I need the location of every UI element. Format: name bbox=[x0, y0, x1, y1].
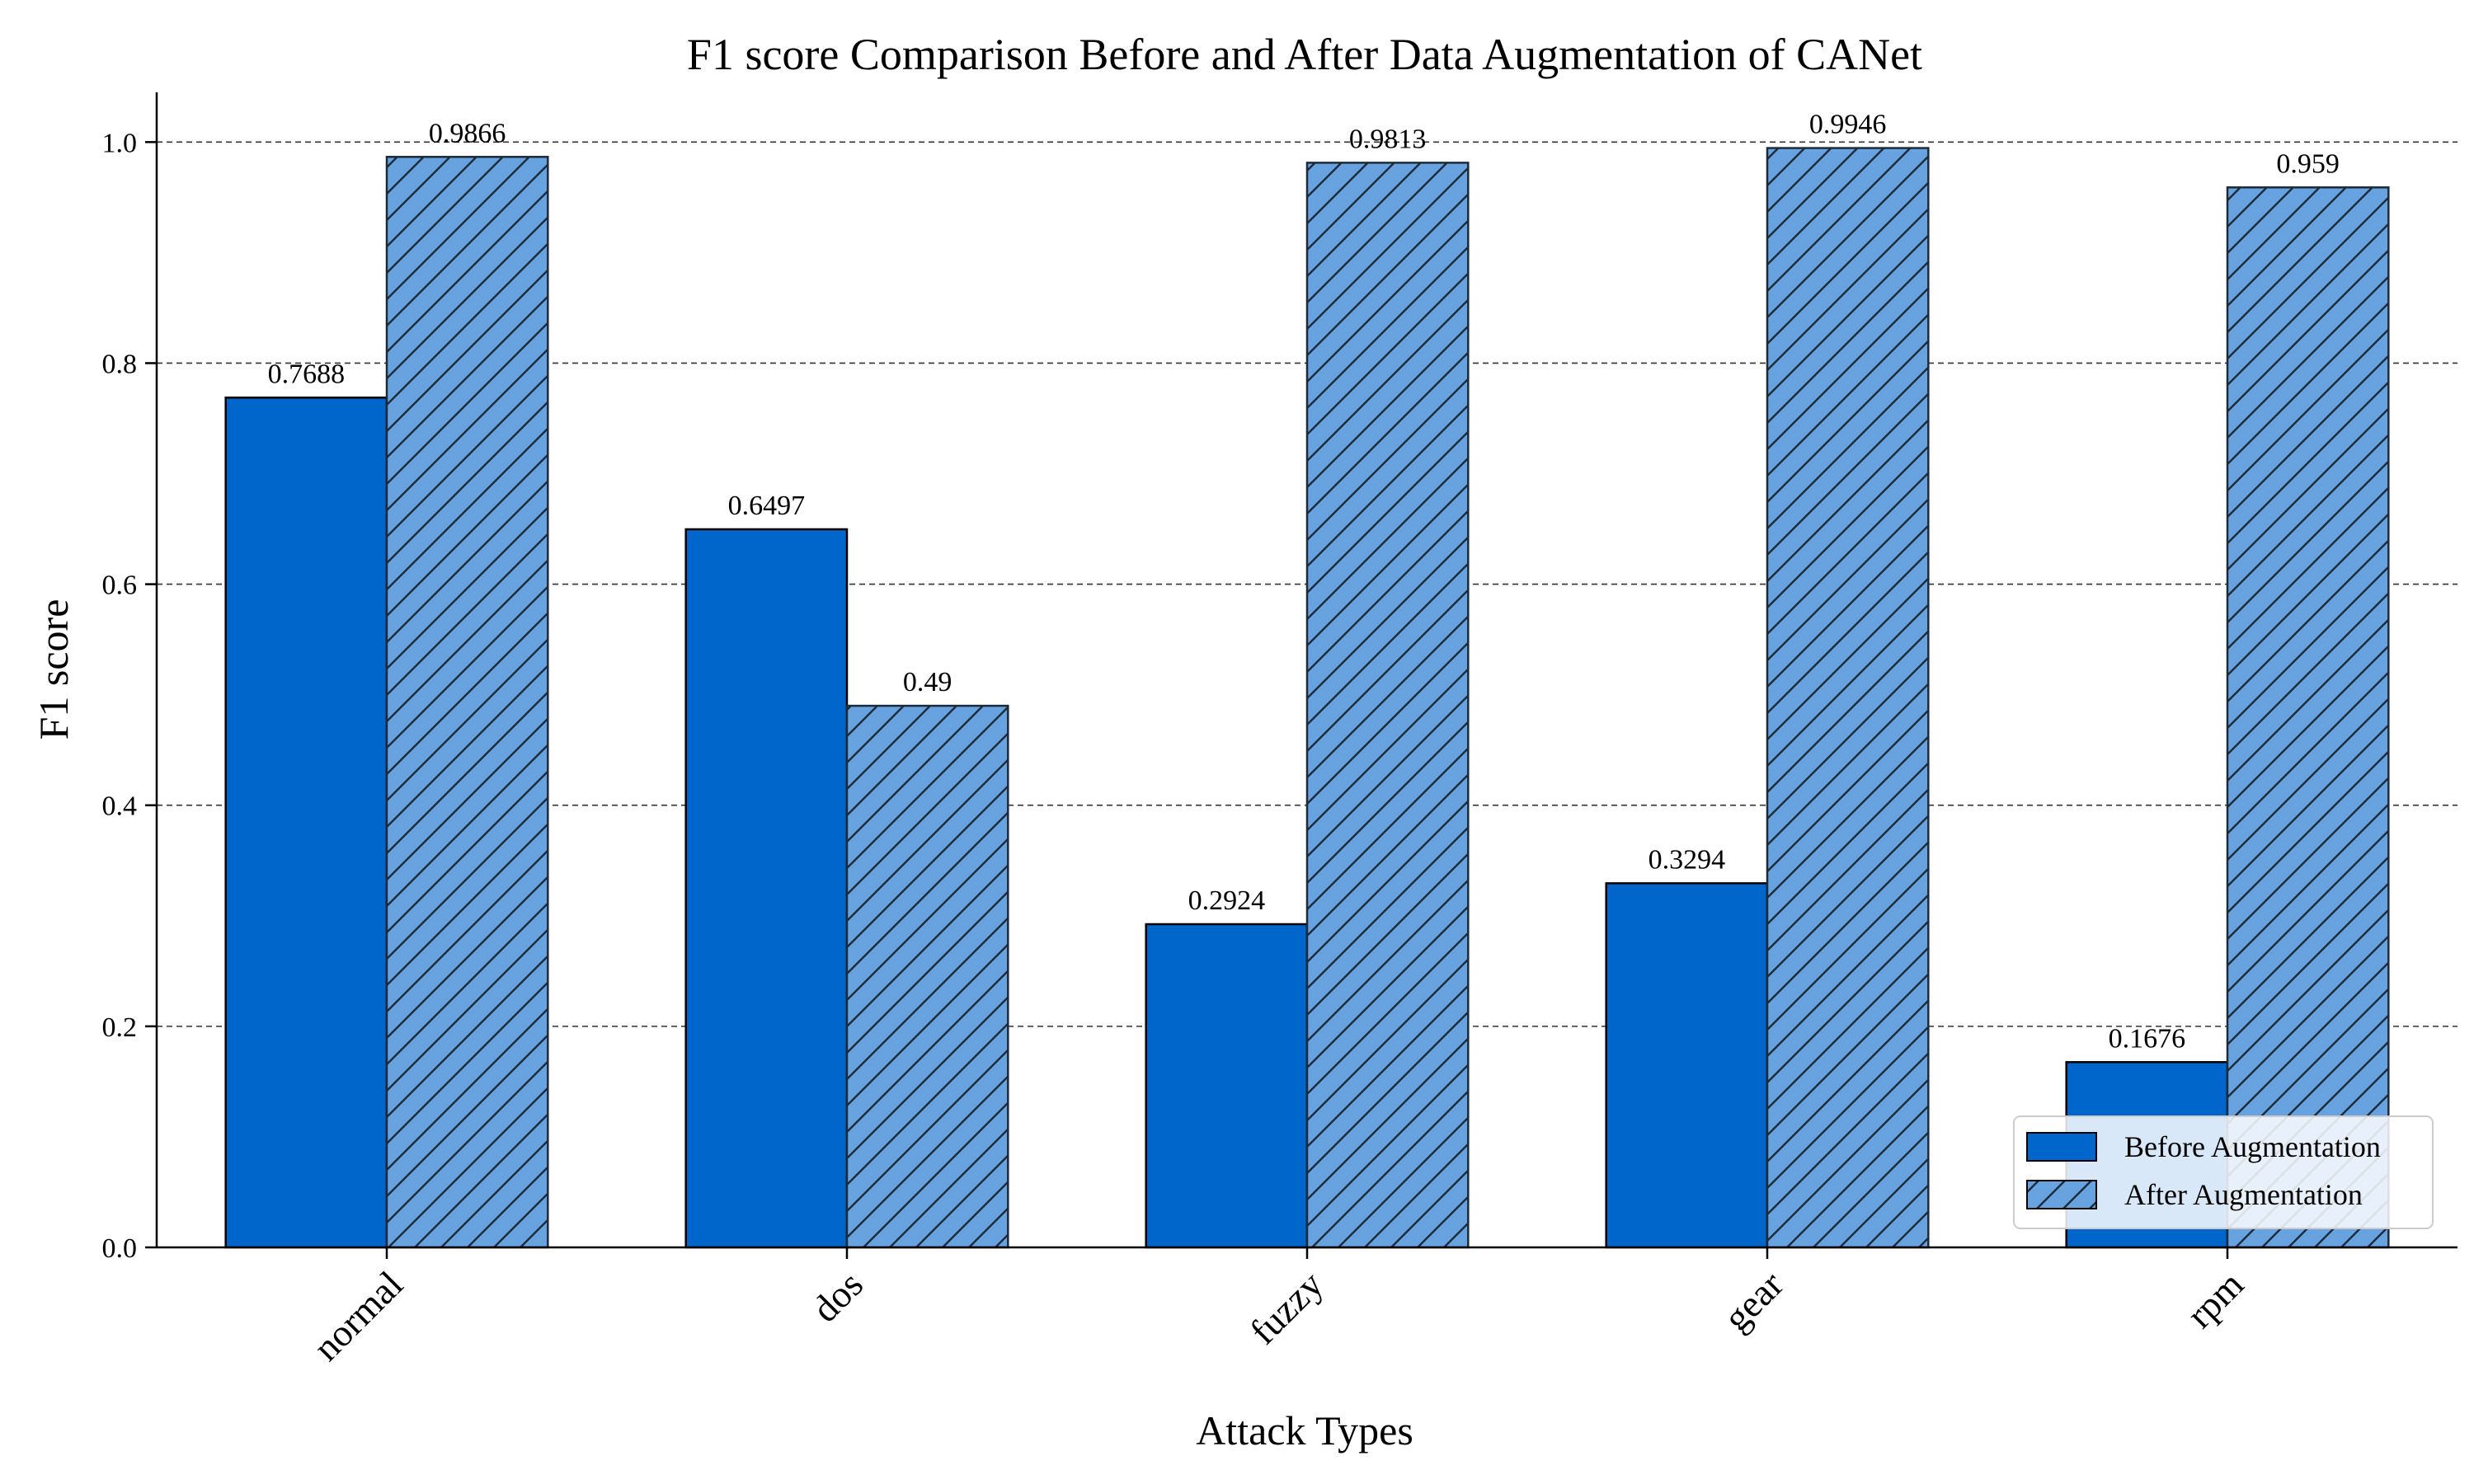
x-ticks: normal dos fuzzy gear rpm bbox=[305, 1247, 2251, 1369]
bar-before-gear bbox=[1605, 882, 1769, 1249]
chart-title: F1 score Comparison Before and After Dat… bbox=[687, 30, 1922, 79]
legend-label-after: After Augmentation bbox=[2124, 1178, 2363, 1211]
bar-value-label: 0.1676 bbox=[2109, 1023, 2186, 1054]
y-tick-label: 0.0 bbox=[102, 1233, 138, 1264]
bar-after-rpm bbox=[2226, 186, 2390, 1249]
legend-label-before: Before Augmentation bbox=[2124, 1130, 2381, 1163]
y-tick-label: 0.6 bbox=[102, 571, 138, 601]
legend-swatch-after bbox=[2026, 1180, 2097, 1209]
y-ticks: 0.0 0.2 0.4 0.6 0.8 1.0 bbox=[102, 128, 157, 1264]
x-tick-label: dos bbox=[804, 1263, 871, 1330]
x-tick-label: gear bbox=[1715, 1263, 1791, 1339]
bar-before-normal bbox=[224, 397, 388, 1249]
bar-after-dos bbox=[845, 704, 1009, 1249]
bar-value-label: 0.49 bbox=[903, 667, 952, 697]
bar-value-label: 0.3294 bbox=[1649, 844, 1726, 875]
bar-value-label: 0.9866 bbox=[429, 118, 506, 148]
y-axis-label: F1 score bbox=[31, 599, 77, 740]
legend: Before Augmentation After Augmentation bbox=[2013, 1115, 2434, 1229]
bar-value-labels: 0.7688 0.9866 0.6497 0.49 0.2924 0.9813 0.3294… bbox=[268, 110, 2340, 1054]
y-tick-label: 0.2 bbox=[102, 1012, 138, 1043]
bar-before-dos bbox=[684, 528, 849, 1249]
bar-value-label: 0.9946 bbox=[1809, 110, 1887, 140]
bar-value-label: 0.6497 bbox=[728, 491, 806, 521]
x-tick-label: normal bbox=[305, 1263, 411, 1369]
legend-swatch-before bbox=[2026, 1132, 2097, 1162]
x-tick-label: rpm bbox=[2179, 1263, 2252, 1336]
y-tick-label: 1.0 bbox=[102, 128, 138, 158]
bars bbox=[224, 147, 2390, 1249]
bar-before-fuzzy bbox=[1145, 923, 1309, 1249]
y-tick-label: 0.8 bbox=[102, 349, 138, 379]
bar-value-label: 0.9813 bbox=[1349, 124, 1427, 154]
bar-after-normal bbox=[385, 156, 549, 1249]
bar-value-label: 0.7688 bbox=[268, 359, 346, 389]
x-tick-label: fuzzy bbox=[1242, 1263, 1331, 1352]
bar-after-fuzzy bbox=[1305, 162, 1470, 1249]
legend-frame bbox=[2013, 1115, 2434, 1229]
y-tick-label: 0.4 bbox=[102, 791, 138, 822]
bar-value-label: 0.2924 bbox=[1188, 885, 1266, 916]
bar-value-label: 0.959 bbox=[2276, 148, 2340, 179]
x-axis-label: Attack Types bbox=[1196, 1407, 1413, 1453]
bar-after-gear bbox=[1766, 147, 1930, 1249]
